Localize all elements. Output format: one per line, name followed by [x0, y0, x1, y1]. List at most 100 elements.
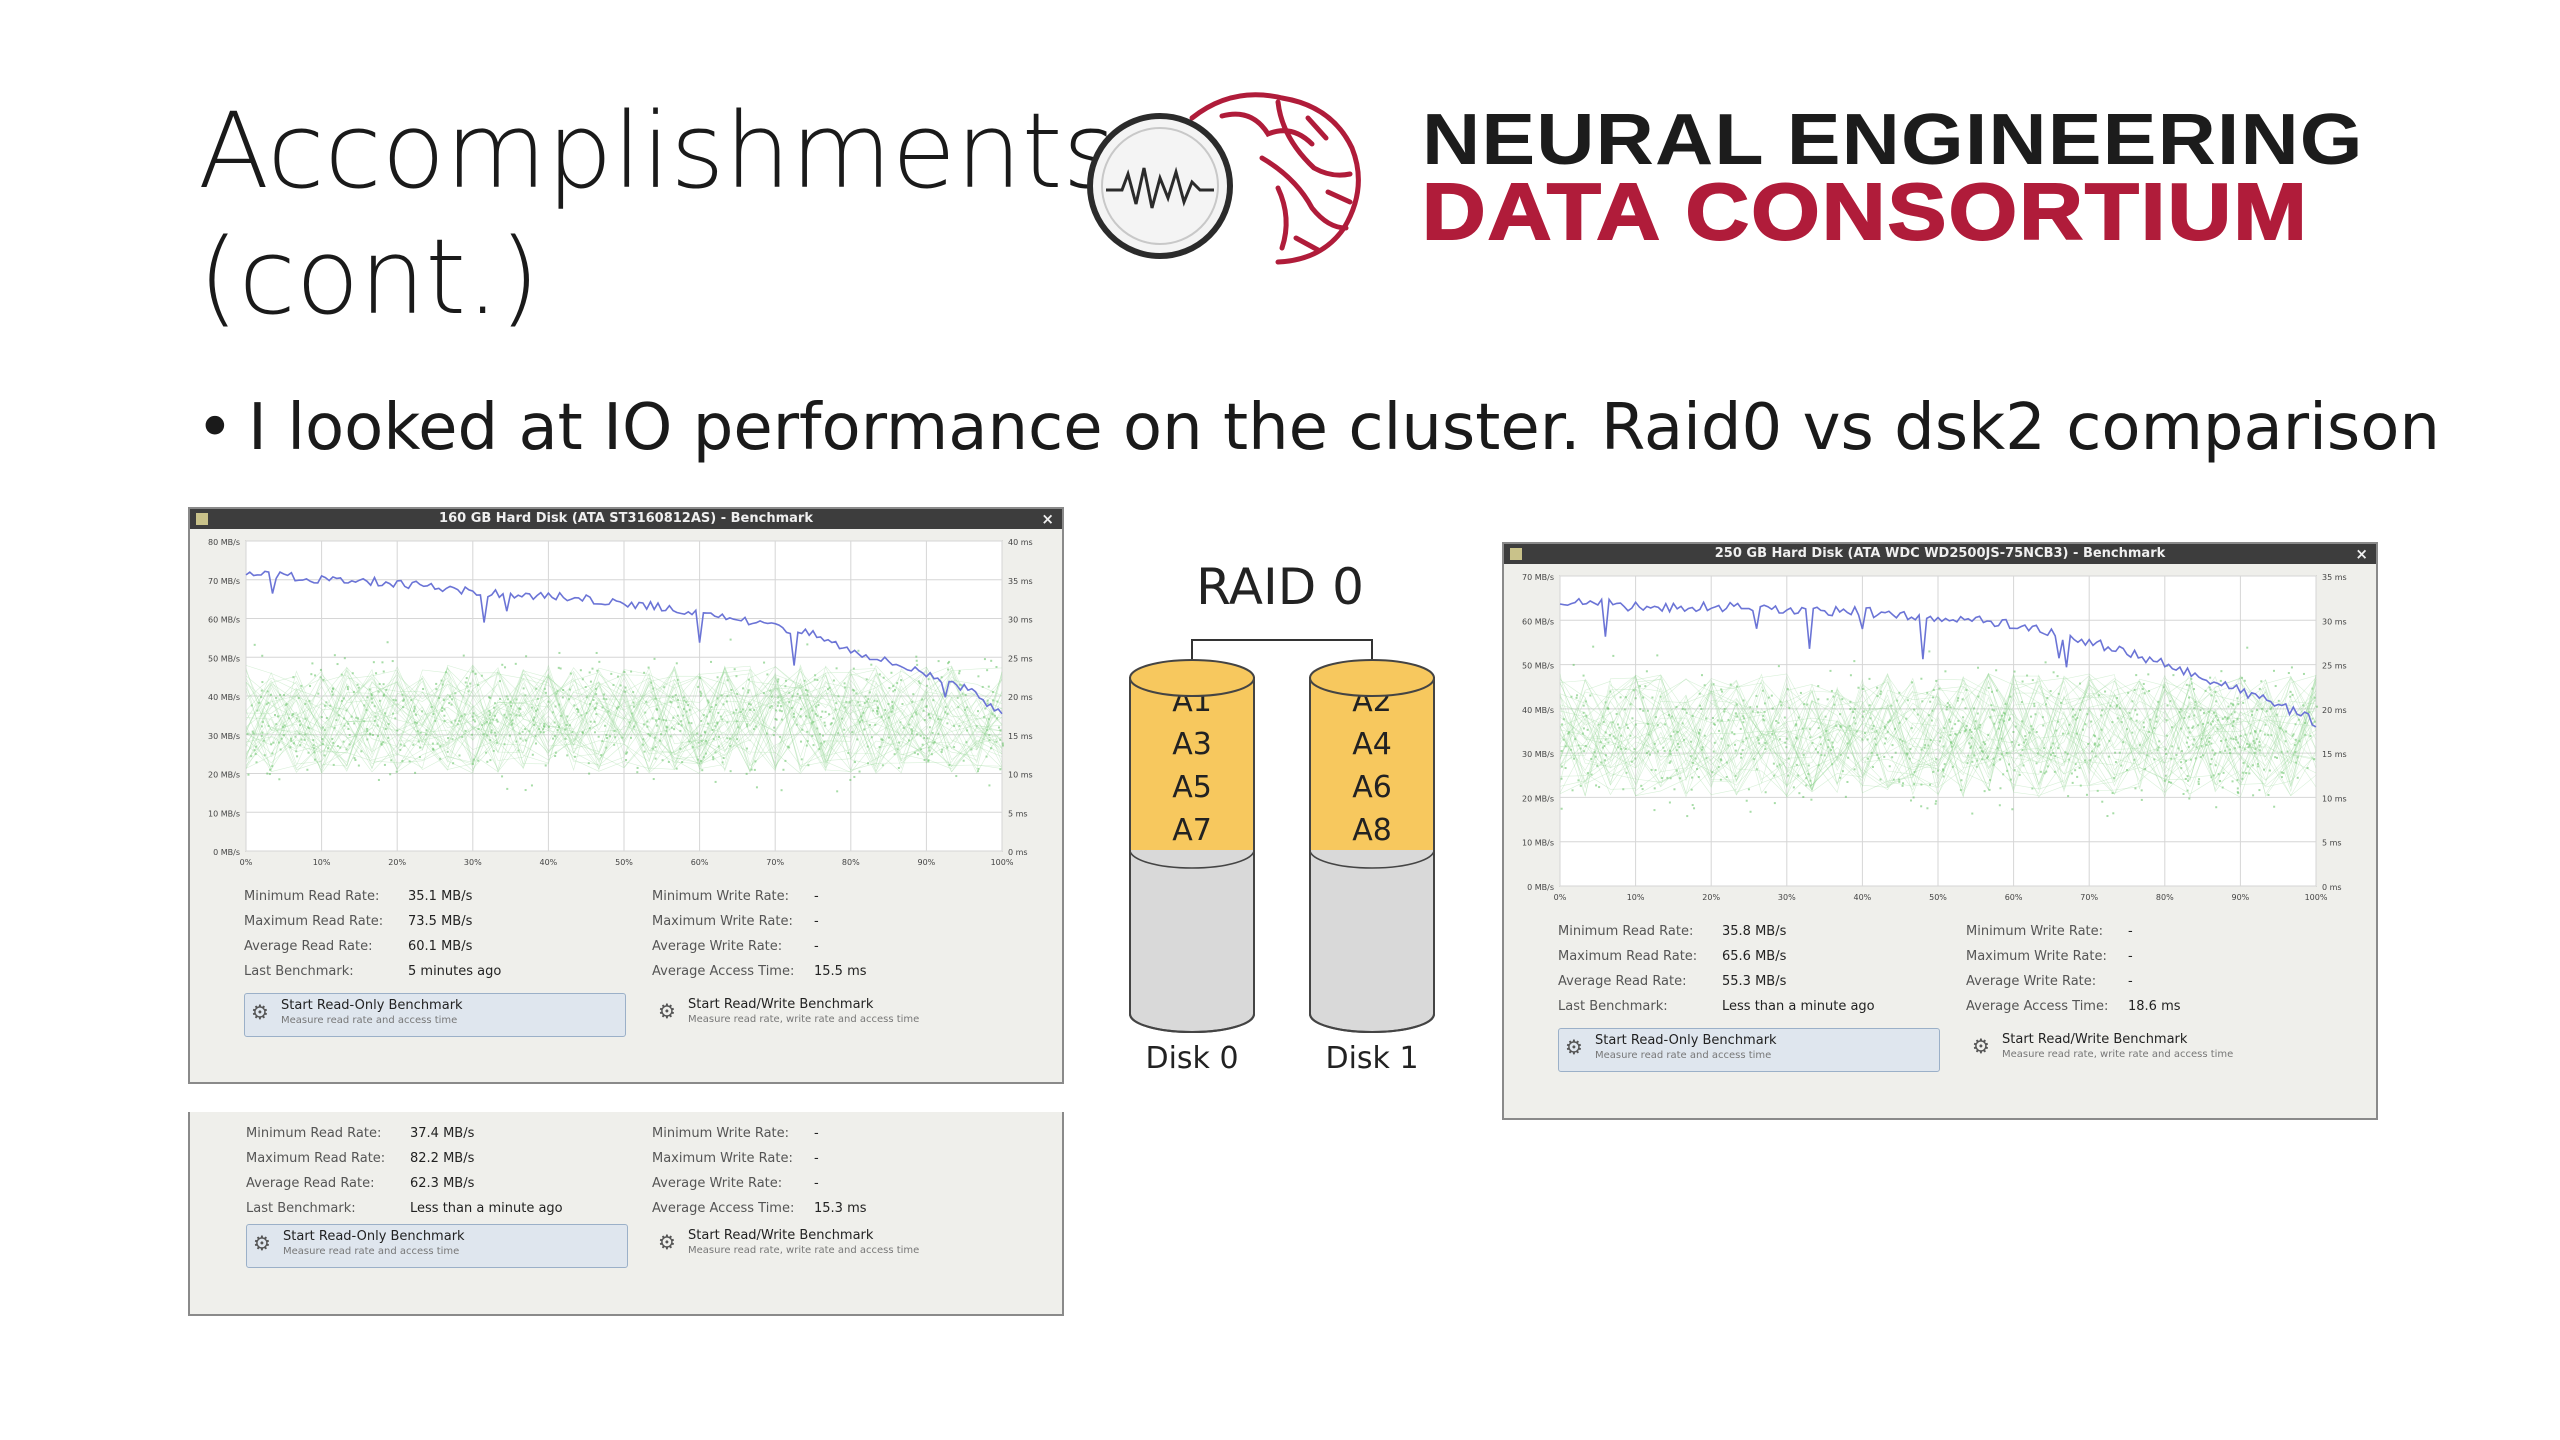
y-tick-label: 0 MB/s [1527, 883, 1554, 892]
min-read-label: Minimum Read Rate: [246, 1126, 382, 1141]
read-rate-line [1559, 597, 2317, 728]
y-tick-label: 40 MB/s [208, 693, 240, 702]
button-subtitle: Measure read rate and access time [1595, 1050, 1772, 1061]
benchmark-stats-raid0: Minimum Read Rate: 37.4 MB/s Maximum Rea… [188, 1112, 1064, 1316]
last-benchmark-value: Less than a minute ago [410, 1201, 563, 1216]
y2-tick-label: 40 ms [1008, 538, 1033, 547]
gear-icon: ⚙ [658, 999, 676, 1023]
max-read-label: Maximum Read Rate: [244, 914, 384, 929]
x-tick-label: 100% [2305, 893, 2328, 902]
disk-0-label: Disk 0 [1145, 1041, 1238, 1076]
button-title: Start Read/Write Benchmark [688, 997, 874, 1012]
y-tick-label: 30 MB/s [1522, 750, 1554, 759]
raid-block [1310, 721, 1434, 764]
max-read-label: Maximum Read Rate: [246, 1151, 386, 1166]
window-app-icon [196, 513, 208, 525]
y-tick-label: 40 MB/s [1522, 706, 1554, 715]
start-read-write-benchmark-button[interactable]: ⚙ Start Read/Write Benchmark Measure rea… [652, 993, 1034, 1037]
disk-top-cap [1309, 659, 1435, 697]
x-tick-label: 40% [540, 858, 558, 867]
y2-tick-label: 30 ms [2322, 617, 2347, 626]
y2-tick-label: 0 ms [2322, 883, 2342, 892]
window-app-icon [1510, 548, 1522, 560]
avg-read-label: Average Read Rate: [246, 1176, 375, 1191]
x-tick-label: 20% [388, 858, 406, 867]
access-time-label: Average Access Time: [1966, 999, 2109, 1014]
raid-block [1310, 764, 1434, 807]
x-tick-label: 80% [2156, 893, 2174, 902]
avg-read-label: Average Read Rate: [1558, 974, 1687, 989]
y-tick-label: 20 MB/s [208, 771, 240, 780]
min-read-label: Minimum Read Rate: [244, 889, 380, 904]
max-read-label: Maximum Read Rate: [1558, 949, 1698, 964]
y-tick-label: 60 MB/s [208, 616, 240, 625]
access-time-scatter [245, 638, 1004, 793]
min-write-value: - [814, 1126, 819, 1141]
y-tick-label: 10 MB/s [208, 809, 240, 818]
avg-write-label: Average Write Rate: [652, 1176, 783, 1191]
bullet-text: I looked at IO performance on the cluste… [248, 391, 2440, 465]
stats-panel: Minimum Read Rate: 35.8 MB/s Maximum Rea… [1558, 916, 2358, 1016]
raid-block-label: A5 [1172, 770, 1212, 805]
x-tick-label: 70% [2080, 893, 2098, 902]
y-tick-label: 0 MB/s [213, 848, 240, 857]
x-tick-label: 50% [1929, 893, 1947, 902]
start-read-write-benchmark-button[interactable]: ⚙ Start Read/Write Benchmark Measure rea… [1966, 1028, 2348, 1072]
min-write-label: Minimum Write Rate: [1966, 924, 2104, 939]
y2-tick-label: 20 ms [2322, 706, 2347, 715]
logo-line-2: DATA CONSORTIUM [1421, 167, 2309, 256]
y2-tick-label: 10 ms [1008, 771, 1033, 780]
start-read-only-benchmark-button[interactable]: ⚙ Start Read-Only Benchmark Measure read… [1558, 1028, 1940, 1072]
last-benchmark-label: Last Benchmark: [244, 964, 354, 979]
raid-block-label: A4 [1352, 727, 1392, 762]
last-benchmark-value: Less than a minute ago [1722, 999, 1875, 1014]
brain-oscilloscope-icon [1087, 92, 1361, 265]
y-tick-label: 60 MB/s [1522, 617, 1554, 626]
stats-panel: Minimum Read Rate: 35.1 MB/s Maximum Rea… [244, 881, 1044, 981]
gear-icon: ⚙ [1565, 1035, 1583, 1059]
raid-block [1130, 721, 1254, 764]
close-icon[interactable]: × [1041, 510, 1054, 528]
y-tick-label: 10 MB/s [1522, 839, 1554, 848]
max-write-label: Maximum Write Rate: [652, 1151, 793, 1166]
x-tick-label: 70% [766, 858, 784, 867]
start-read-write-benchmark-button[interactable]: ⚙ Start Read/Write Benchmark Measure rea… [652, 1224, 1034, 1268]
access-time-label: Average Access Time: [652, 964, 795, 979]
start-read-only-benchmark-button[interactable]: ⚙ Start Read-Only Benchmark Measure read… [246, 1224, 628, 1268]
gear-icon: ⚙ [253, 1231, 271, 1255]
y-tick-label: 50 MB/s [1522, 662, 1554, 671]
button-title: Start Read-Only Benchmark [1595, 1033, 1777, 1048]
y2-tick-label: 25 ms [1008, 654, 1033, 663]
max-read-value: 73.5 MB/s [408, 914, 473, 929]
benchmark-window-160gb: 160 GB Hard Disk (ATA ST3160812AS) - Ben… [188, 507, 1064, 1084]
window-titlebar: 160 GB Hard Disk (ATA ST3160812AS) - Ben… [190, 509, 1062, 529]
y2-tick-label: 30 ms [1008, 616, 1033, 625]
benchmark-chart-250gb: 70 MB/s 35 ms 60 MB/s 30 ms 50 MB/s 25 ms 40 M… [1522, 573, 2347, 902]
max-read-value: 65.6 MB/s [1722, 949, 1787, 964]
start-read-only-benchmark-button[interactable]: ⚙ Start Read-Only Benchmark Measure read… [244, 993, 626, 1037]
y2-tick-label: 20 ms [1008, 693, 1033, 702]
raid-block [1130, 807, 1254, 850]
disk-top-cap [1129, 659, 1255, 697]
window-titlebar: 250 GB Hard Disk (ATA WDC WD2500JS-75NCB… [1504, 544, 2376, 564]
x-tick-label: 60% [691, 858, 709, 867]
x-tick-label: 0% [240, 858, 253, 867]
button-title: Start Read/Write Benchmark [688, 1228, 874, 1243]
access-time-value: 15.5 ms [814, 964, 867, 979]
y2-tick-label: 0 ms [1008, 848, 1028, 857]
y2-tick-label: 25 ms [2322, 662, 2347, 671]
y-tick-label: 50 MB/s [208, 654, 240, 663]
min-write-label: Minimum Write Rate: [652, 1126, 790, 1141]
button-title: Start Read-Only Benchmark [281, 998, 463, 1013]
x-tick-label: 30% [464, 858, 482, 867]
gear-icon: ⚙ [658, 1230, 676, 1254]
avg-write-label: Average Write Rate: [1966, 974, 2097, 989]
close-icon[interactable]: × [2355, 545, 2368, 563]
x-tick-label: 90% [2232, 893, 2250, 902]
window-title: 160 GB Hard Disk (ATA ST3160812AS) - Ben… [439, 511, 813, 526]
avg-write-value: - [814, 939, 819, 954]
y-tick-label: 80 MB/s [208, 538, 240, 547]
y2-tick-label: 15 ms [2322, 750, 2347, 759]
max-write-value: - [814, 1151, 819, 1166]
